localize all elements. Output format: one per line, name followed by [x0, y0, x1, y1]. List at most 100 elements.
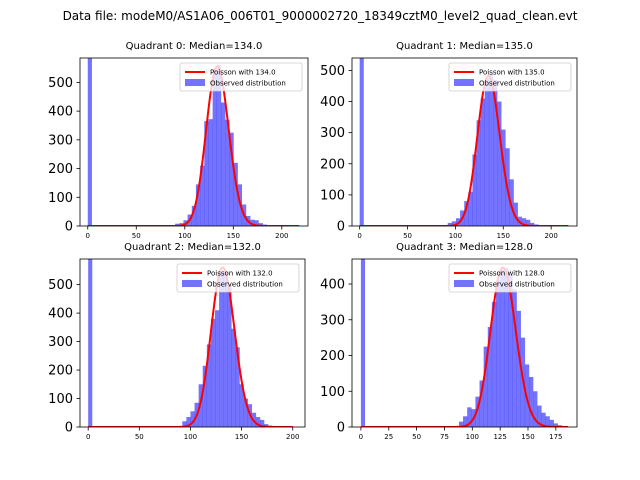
y-tick-label: 200 — [48, 364, 73, 379]
panel-quadrant-3: Quadrant 3: Median=128.0 0 25 50 75 100 125 150… — [320, 242, 578, 441]
y-tick-label: 0 — [65, 421, 73, 436]
x-tick-label: 200 — [275, 232, 288, 240]
histogram-bar — [488, 73, 494, 226]
x-tick-label: 125 — [493, 433, 506, 441]
histogram-bar — [229, 132, 234, 226]
histogram-bar-zero — [87, 58, 92, 226]
histogram-bar — [491, 301, 497, 427]
y-tick-label: 400 — [48, 105, 73, 120]
legend: Poisson with 135.0 Observed distribution — [448, 62, 572, 92]
histogram-bar — [516, 310, 521, 427]
x-tick-label: 50 — [403, 232, 412, 240]
histogram-bar — [219, 271, 224, 427]
histogram-bar — [186, 417, 191, 427]
histogram-bar — [210, 318, 216, 427]
legend-label-hist: Observed distribution — [479, 281, 555, 289]
x-tick-label: 175 — [549, 433, 562, 441]
histogram-bar — [215, 310, 220, 427]
histogram-bar — [264, 424, 269, 427]
histogram-bar — [258, 223, 263, 226]
histogram-bar — [468, 191, 473, 226]
histogram-bar — [525, 219, 531, 226]
histogram-bar — [220, 102, 226, 226]
legend: Poisson with 132.0 Observed distribution — [176, 263, 300, 293]
legend-label-curve: Poisson with 132.0 — [207, 270, 273, 278]
histogram-bar — [451, 221, 457, 226]
x-tick-label: 150 — [497, 232, 510, 240]
legend-label-curve: Poisson with 128.0 — [479, 270, 545, 278]
histogram-bar — [202, 365, 208, 427]
legend: Poisson with 128.0 Observed distribution — [448, 263, 572, 293]
axes-frame — [351, 258, 578, 428]
histogram-bar — [533, 391, 538, 427]
histogram-bar — [501, 129, 506, 226]
legend-hist-swatch — [454, 79, 474, 86]
x-tick-label: 0 — [357, 232, 361, 240]
histogram-bar — [537, 405, 542, 427]
histogram-bar — [541, 412, 546, 427]
y-tick-label: 100 — [320, 385, 345, 400]
histogram-bar — [254, 220, 259, 226]
x-tick-label: 100 — [178, 232, 191, 240]
panel-title: Quadrant 0: Median=134.0 — [126, 41, 263, 52]
histogram-bar — [530, 222, 535, 226]
legend-hist-swatch — [182, 280, 202, 287]
histogram-bar — [191, 205, 197, 226]
y-tick-label: 300 — [48, 335, 73, 350]
y-tick-label: 200 — [48, 162, 73, 177]
histogram-bar-zero — [88, 259, 93, 427]
poisson-curve — [88, 266, 293, 427]
histogram-bar — [549, 419, 554, 427]
histogram-bar — [504, 267, 509, 427]
axes-frame — [351, 57, 578, 227]
x-tick-label: 50 — [412, 433, 421, 441]
histogram-bar — [545, 416, 550, 427]
y-tick-label: 400 — [320, 95, 345, 110]
histogram-bar — [239, 384, 244, 427]
histogram-bar — [182, 421, 187, 427]
histogram-bar — [243, 398, 248, 427]
histogram-bar — [195, 184, 201, 226]
x-tick-label: 150 — [521, 433, 534, 441]
y-tick-label: 100 — [48, 392, 73, 407]
histogram-bar — [528, 376, 534, 427]
histogram-bar — [175, 223, 180, 226]
y-tick-label: 200 — [320, 157, 345, 172]
x-tick-label: 0 — [86, 433, 90, 441]
y-tick-label: 400 — [48, 307, 73, 322]
poisson-curve — [360, 266, 569, 427]
histogram-bar — [463, 416, 468, 427]
histogram-bar — [475, 396, 480, 427]
histogram-bar — [458, 421, 464, 427]
histogram-bar — [496, 280, 501, 427]
histogram-bar — [216, 65, 222, 226]
panel-title: Quadrant 2: Median=132.0 — [124, 242, 261, 253]
panel-quadrant-2: Quadrant 2: Median=132.0 0 50 100 150 200 0 100… — [48, 242, 306, 441]
y-tick-label: 300 — [48, 133, 73, 148]
y-tick-label: 400 — [320, 278, 345, 293]
y-tick-label: 300 — [320, 313, 345, 328]
histogram-bar — [206, 344, 212, 427]
histogram-bar — [190, 411, 195, 427]
histogram-bar — [467, 407, 472, 427]
y-tick-label: 500 — [48, 278, 73, 293]
legend-label-hist: Observed distribution — [207, 281, 283, 289]
y-tick-label: 0 — [337, 421, 345, 436]
poisson-curve — [359, 75, 569, 226]
histogram-bar — [479, 380, 484, 427]
y-tick-label: 100 — [48, 191, 73, 206]
histogram-bar — [464, 201, 469, 226]
legend-label-curve: Poisson with 135.0 — [479, 69, 545, 77]
histogram-bar — [227, 284, 232, 427]
x-tick-label: 25 — [384, 433, 393, 441]
y-tick-label: 0 — [65, 220, 73, 235]
legend-box — [179, 62, 303, 92]
histogram-bar — [204, 121, 209, 226]
histogram-bar — [472, 154, 477, 226]
x-tick-label: 150 — [235, 433, 248, 441]
y-tick-label: 500 — [320, 64, 345, 79]
histogram-bar — [476, 120, 481, 226]
y-tick-label: 500 — [48, 76, 73, 91]
x-tick-label: 75 — [440, 433, 449, 441]
x-tick-label: 150 — [227, 232, 240, 240]
